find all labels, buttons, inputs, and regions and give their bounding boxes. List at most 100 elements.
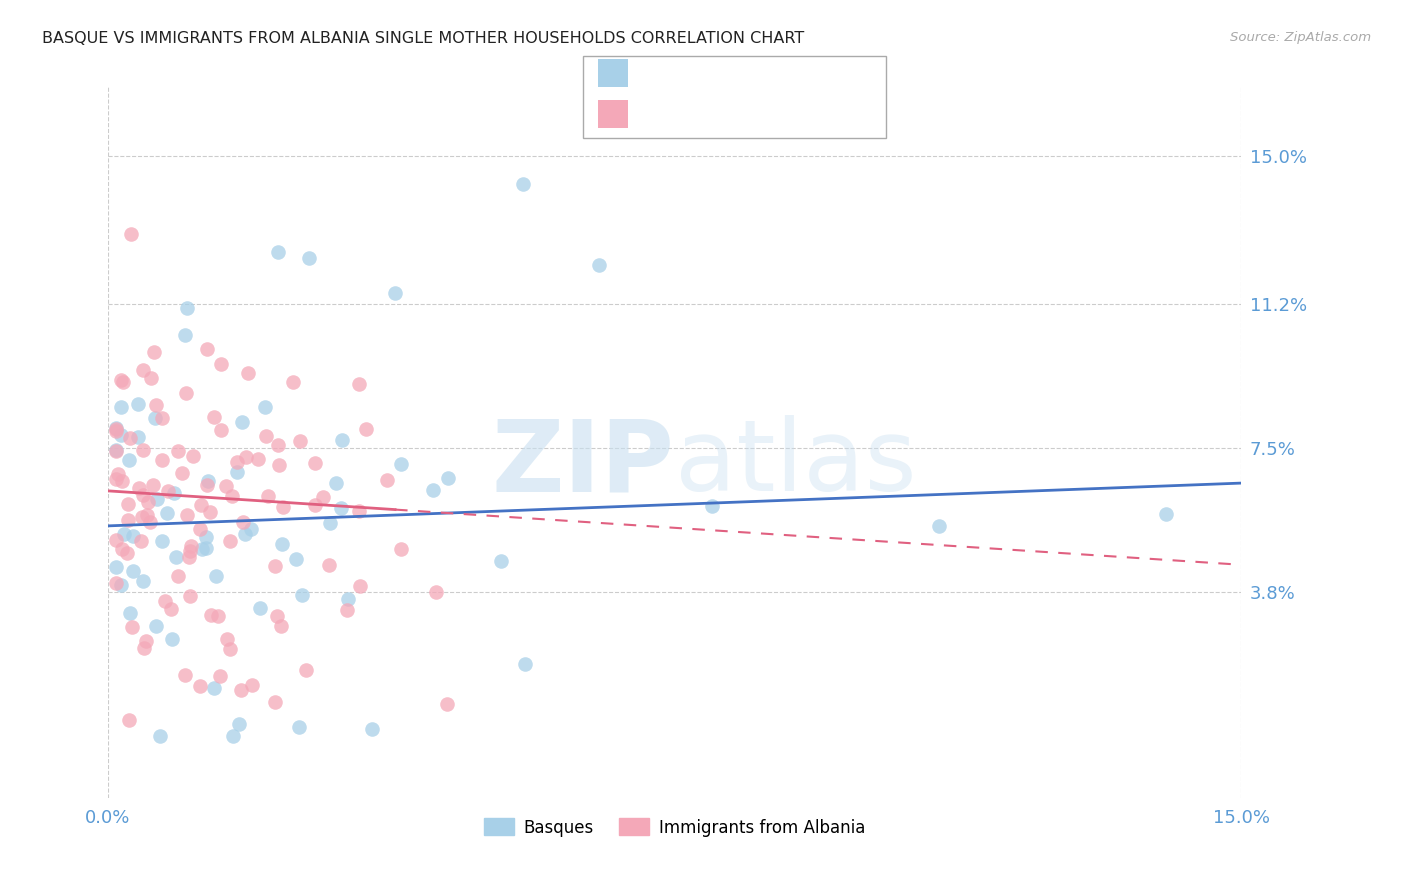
Point [436,697,458,711]
Point [221,489,243,503]
Point [195,342,218,356]
Point [422,483,444,497]
Text: R =: R = [640,64,676,82]
Point [288,720,311,734]
Point [489,554,512,568]
Point [172,467,194,481]
Point [120,606,142,620]
Point [295,663,318,677]
Point [159,602,181,616]
Point [202,681,225,695]
Point [209,423,232,437]
Point [271,500,294,514]
Point [267,244,290,259]
Point [190,499,212,513]
Point [104,533,127,547]
Point [361,722,384,736]
Point [141,371,163,385]
Point [120,227,142,242]
Point [349,503,371,517]
Point [136,508,159,523]
Point [267,458,290,472]
Point [120,431,142,445]
Point [180,539,202,553]
Point [232,515,254,529]
Point [131,574,153,589]
Text: Source: ZipAtlas.com: Source: ZipAtlas.com [1230,31,1371,45]
Point [436,471,458,485]
Point [194,541,217,555]
Point [197,474,219,488]
Text: N =: N = [741,105,789,123]
Point [347,377,370,392]
Point [312,490,335,504]
Point [389,542,412,557]
Point [104,575,127,590]
Point [330,434,353,448]
Point [271,537,294,551]
Point [150,452,173,467]
Point [304,498,326,512]
Point [179,544,201,558]
Point [356,422,378,436]
Text: atlas: atlas [675,415,917,512]
Point [513,657,536,671]
Point [228,717,250,731]
Point [267,437,290,451]
Point [349,579,371,593]
Point [336,592,359,607]
Point [288,434,311,449]
Point [111,542,134,557]
Point [145,492,167,507]
Point [176,508,198,522]
Point [207,608,229,623]
Text: N =: N = [741,64,789,82]
Point [132,443,155,458]
Point [190,522,212,536]
Text: 62: 62 [786,64,808,82]
Point [145,619,167,633]
Point [173,667,195,681]
Point [117,497,139,511]
Point [1154,507,1177,521]
Point [215,479,238,493]
Point [208,669,231,683]
Point [104,444,127,458]
Point [270,619,292,633]
Point [121,620,143,634]
Point [425,585,447,599]
Point [249,601,271,615]
Point [254,400,277,414]
Point [111,376,134,390]
Point [225,455,247,469]
Point [291,588,314,602]
Point [149,729,172,743]
Point [177,550,200,565]
Point [239,522,262,536]
Point [150,534,173,549]
Point [166,444,188,458]
Point [928,519,950,533]
Point [139,516,162,530]
Point [202,409,225,424]
Point [263,695,285,709]
Point [264,558,287,573]
Point [284,552,307,566]
Point [304,456,326,470]
Point [588,258,610,272]
Point [188,679,211,693]
Point [142,344,165,359]
Point [219,533,242,548]
Point [174,327,197,342]
Point [329,500,352,515]
Legend: Basques, Immigrants from Albania: Basques, Immigrants from Albania [477,812,872,843]
Point [200,607,222,622]
Point [110,400,132,414]
Point [131,363,153,377]
Point [156,484,179,499]
Point [319,516,342,531]
Point [104,472,127,486]
Point [117,713,139,727]
Point [217,632,239,646]
Point [127,397,149,411]
